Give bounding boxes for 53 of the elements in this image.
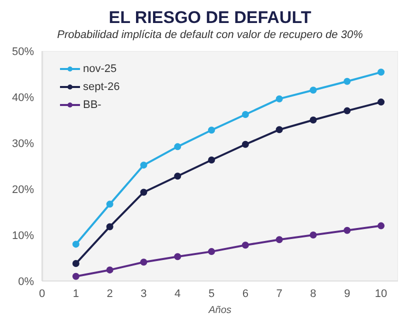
point [140,162,148,169]
point [106,266,114,274]
y-tick-label: 50% [12,46,34,58]
point [174,253,182,260]
y-tick-label: 10% [12,230,34,242]
x-tick-label: 3 [140,288,147,300]
point [344,107,351,114]
point [140,258,148,266]
point [276,236,283,244]
x-tick-label: 8 [310,288,316,300]
point [208,156,216,164]
point [242,140,249,148]
point [72,260,80,268]
legend-label: nov-25 [83,62,117,77]
x-tick-label: 5 [208,288,215,300]
point [344,226,351,234]
chart-title: EL RIESGO DE DEFAULT [108,8,312,28]
x-tick-label: 9 [344,288,350,300]
point [72,240,80,248]
point [174,143,182,150]
point [378,98,385,106]
point [310,232,317,238]
y-tick-label: 30% [12,138,34,150]
legend-label: BB- [83,98,102,113]
y-tick-label: 40% [12,92,34,104]
point [106,223,114,230]
y-tick-label: 0% [18,276,34,288]
x-tick-label: 0 [38,288,46,300]
x-tick-label: 10 [374,288,388,300]
point [378,222,385,230]
point [276,126,283,134]
point [208,126,216,134]
point [276,95,283,102]
y-tick-label: 20% [12,184,34,196]
x-tick-label: 2 [106,288,113,300]
point [106,200,114,208]
x-tick-label: 1 [72,288,79,300]
x-tick-label: 7 [276,288,282,300]
point [242,242,249,249]
x-tick-label: 4 [174,288,181,300]
point [72,272,80,280]
x-tick-label: 6 [242,288,248,300]
point [208,248,216,256]
point [140,188,148,196]
point [344,78,351,85]
point [378,68,385,76]
point [242,110,249,118]
x-axis-title: Años [208,305,232,316]
legend-label: sept-26 [83,80,120,95]
point [310,86,317,94]
point [174,172,182,180]
point [310,116,317,124]
chart-subtitle: Probabilidad implícita de default con valor de recupero de 30% [56,29,364,41]
